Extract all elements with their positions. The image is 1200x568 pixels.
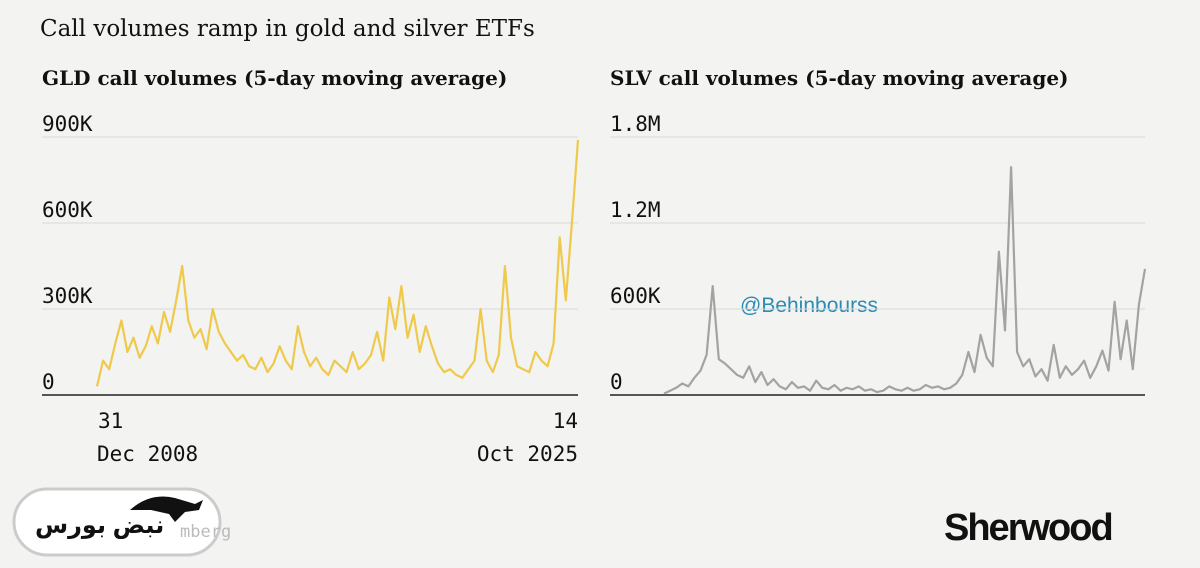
y-tick-label: 0 — [42, 370, 55, 394]
y-tick-label: 1.8M — [610, 112, 661, 136]
logo-text: نبض بورس — [35, 512, 164, 539]
brand-logo: Sherwood — [944, 507, 1112, 549]
logo-bull — [130, 496, 203, 522]
data-line — [95, 139, 580, 387]
source-fragment: mberg — [180, 522, 231, 542]
x-tick-label: 14 Oct 2025 — [477, 409, 578, 466]
chart-title: GLD call volumes (5-day moving average) — [42, 66, 507, 90]
data-line — [663, 166, 1147, 395]
y-tick-label: 1.2M — [610, 198, 661, 222]
y-tick-label: 300K — [42, 284, 93, 308]
chart-title: SLV call volumes (5-day moving average) — [610, 66, 1069, 90]
page-title: Call volumes ramp in gold and silver ETF… — [40, 16, 535, 42]
y-tick-label: 0 — [610, 370, 623, 394]
y-tick-label: 600K — [610, 284, 661, 308]
y-tick-label: 900K — [42, 112, 93, 136]
x-tick-label: 31 Dec 2008 — [97, 409, 198, 466]
watermark: @Behinbourss — [740, 294, 878, 317]
y-tick-label: 600K — [42, 198, 93, 222]
